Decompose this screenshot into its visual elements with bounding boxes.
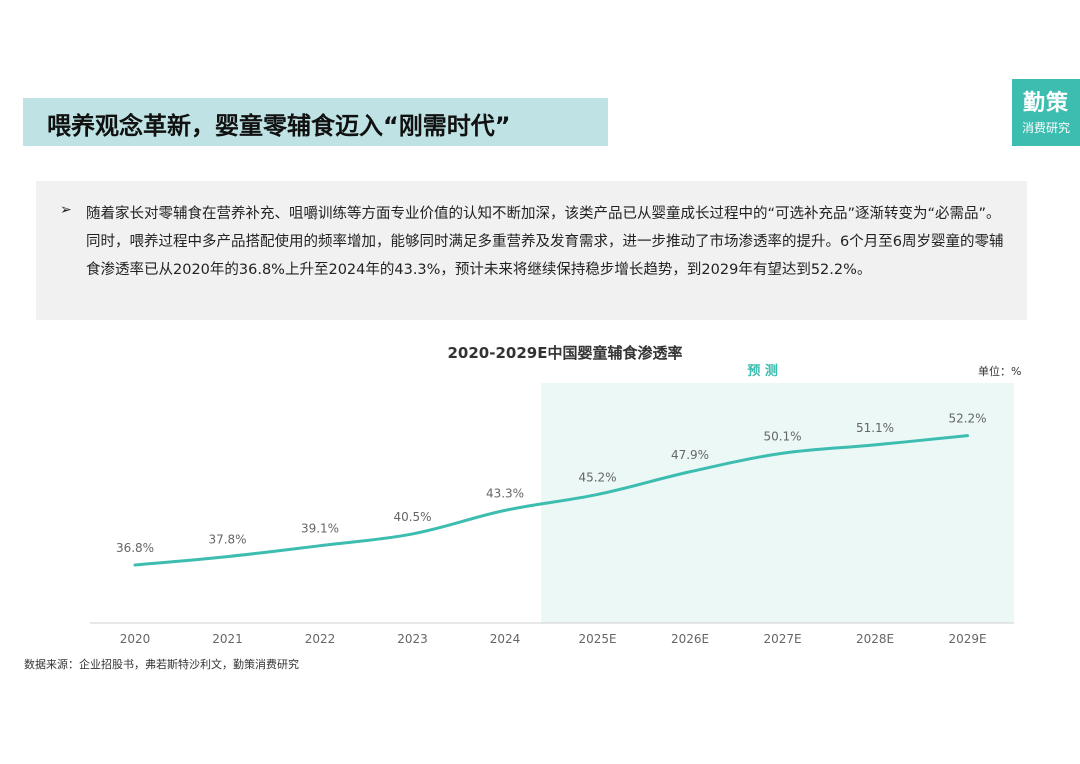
logo-text-main: 勤策 [1022,91,1069,116]
data-label: 50.1% [763,429,801,443]
bullet-arrow-icon: ➢ [60,202,72,218]
data-label: 39.1% [301,522,339,536]
x-tick-label: 2020 [120,632,151,646]
data-label: 45.2% [578,470,616,484]
x-tick-label: 2024 [490,632,521,646]
data-source-note: 数据来源：企业招股书，弗若斯特沙利文，勤策消费研究 [24,658,299,671]
data-label: 43.3% [486,486,524,500]
x-tick-label: 2022 [305,632,336,646]
summary-paragraph: 随着家长对零辅食在营养补充、咀嚼训练等方面专业价值的认知不断加深，该类产品已从婴… [86,206,1004,278]
forecast-region [541,383,1014,623]
title-bar: 喂养观念革新，婴童零辅食迈入“刚需时代” [23,98,608,146]
data-label: 51.1% [856,421,894,435]
x-tick-label: 2021 [212,632,243,646]
x-tick-label: 2023 [397,632,428,646]
summary-box: ➢ 随着家长对零辅食在营养补充、咀嚼训练等方面专业价值的认知不断加深，该类产品已… [36,181,1027,320]
data-label: 37.8% [208,533,246,547]
x-tick-label: 2027E [763,632,801,646]
page-title: 喂养观念革新，婴童零辅食迈入“刚需时代” [47,112,511,140]
data-label: 52.2% [948,412,986,426]
data-label: 40.5% [393,510,431,524]
brand-logo: 勤策 消费研究 [1012,79,1080,146]
unit-label: 单位：% [978,365,1022,378]
x-tick-label: 2028E [856,632,894,646]
x-tick-label: 2025E [578,632,616,646]
x-tick-label: 2029E [948,632,986,646]
logo-text-sub: 消费研究 [1021,121,1070,135]
data-label: 47.9% [671,448,709,462]
chart-title: 2020-2029E中国婴童辅食渗透率 [447,344,683,362]
forecast-label: 预 测 [747,363,778,379]
x-tick-label: 2026E [671,632,709,646]
data-label: 36.8% [116,541,154,555]
series-line [133,434,969,567]
